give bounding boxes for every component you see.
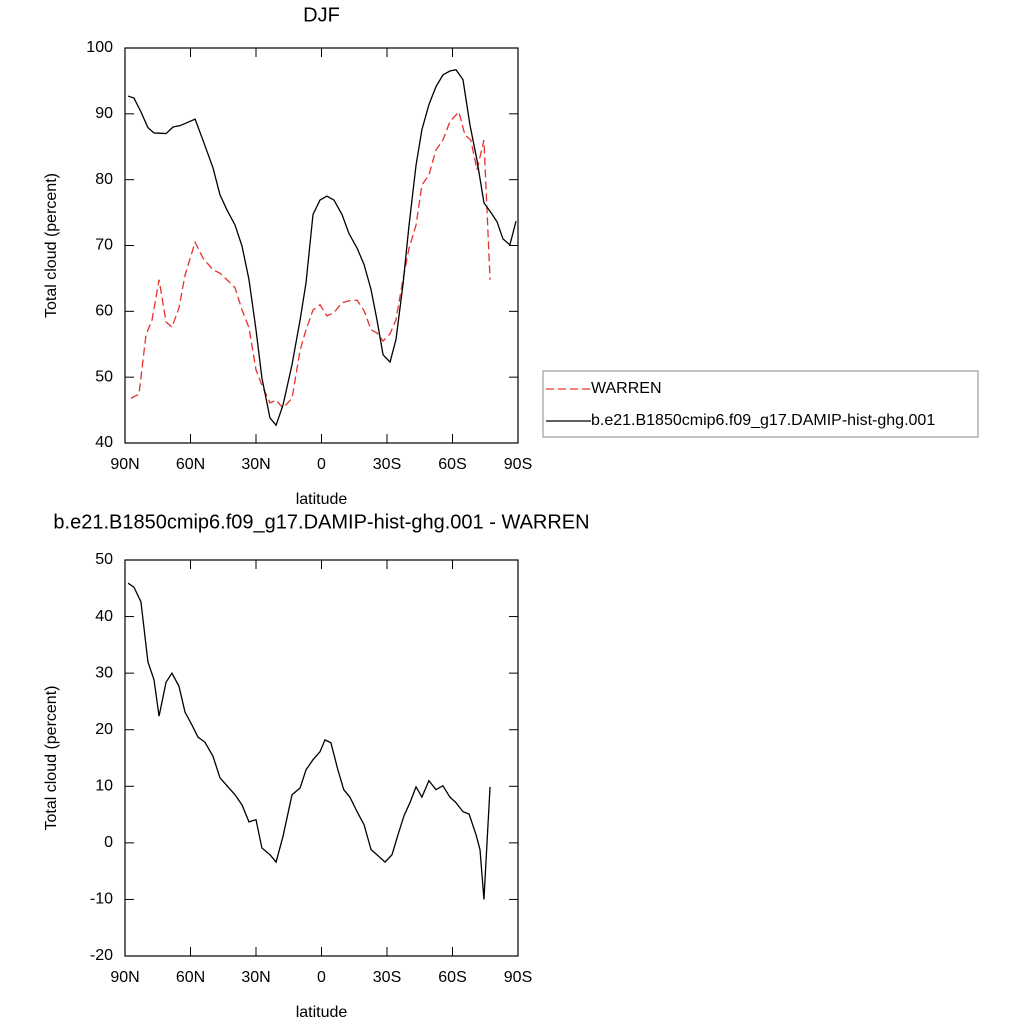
y-tick-label: 20: [95, 721, 113, 738]
x-tick-label: 0: [317, 969, 326, 986]
y-tick-label: 50: [95, 551, 113, 568]
x-tick-label: 90S: [504, 456, 532, 473]
x-tick-label: 30S: [373, 456, 401, 473]
chart-title: DJF: [303, 4, 340, 26]
legend-label: WARREN: [591, 380, 662, 397]
x-tick-label: 30S: [373, 969, 401, 986]
y-tick-label: 100: [86, 39, 113, 56]
data-line: [127, 68, 517, 427]
y-tick-label: -10: [90, 891, 113, 908]
y-tick-label: 40: [95, 434, 113, 451]
y-tick-label: -20: [90, 947, 113, 964]
x-tick-label: 0: [317, 456, 326, 473]
chart-title: b.e21.B1850cmip6.f09_g17.DAMIP-hist-ghg.…: [53, 511, 589, 533]
x-tick-label: 30N: [241, 969, 270, 986]
x-tick-label: 90N: [110, 456, 139, 473]
data-line: [127, 582, 491, 900]
data-line: [130, 110, 491, 410]
x-tick-label: 60S: [438, 969, 466, 986]
x-tick-label: 60N: [176, 456, 205, 473]
y-tick-label: 60: [95, 303, 113, 320]
plot-frame: [124, 47, 519, 444]
x-tick-label: 60S: [438, 456, 466, 473]
y-tick-label: 50: [95, 368, 113, 385]
y-tick-label: 0: [104, 834, 113, 851]
x-tick-label: 60N: [176, 969, 205, 986]
x-tick-label: 30N: [241, 456, 270, 473]
x-tick-label: 90N: [110, 969, 139, 986]
y-tick-label: 90: [95, 105, 113, 122]
plot-frame: [124, 559, 519, 957]
x-axis-label: latitude: [296, 1004, 348, 1021]
x-tick-label: 90S: [504, 969, 532, 986]
y-tick-label: 10: [95, 778, 113, 795]
y-tick-label: 30: [95, 664, 113, 681]
y-tick-label: 70: [95, 237, 113, 254]
legend-label: b.e21.B1850cmip6.f09_g17.DAMIP-hist-ghg.…: [591, 412, 935, 429]
y-tick-label: 40: [95, 608, 113, 625]
y-axis-label: Total cloud (percent): [43, 173, 60, 318]
y-axis-label: Total cloud (percent): [43, 686, 60, 831]
x-axis-label: latitude: [296, 491, 348, 508]
y-tick-label: 80: [95, 171, 113, 188]
legend-box: [542, 370, 979, 438]
